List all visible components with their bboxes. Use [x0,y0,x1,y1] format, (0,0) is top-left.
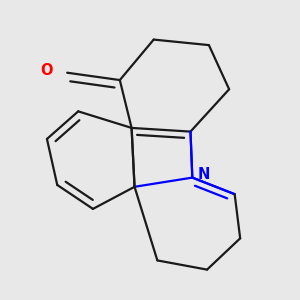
Text: N: N [197,167,210,182]
Text: O: O [41,63,53,78]
